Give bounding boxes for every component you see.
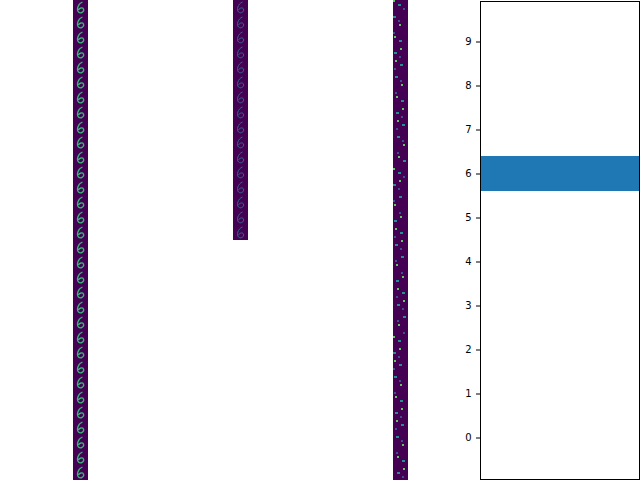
svg-text:4: 4 [465,256,471,267]
svg-text:6: 6 [465,168,471,179]
svg-text:3: 3 [465,300,471,311]
svg-text:5: 5 [465,212,471,223]
svg-text:0: 0 [465,432,471,443]
svg-text:1: 1 [465,388,471,399]
svg-text:2: 2 [465,344,471,355]
svg-text:9: 9 [465,36,471,47]
svg-text:7: 7 [465,124,471,135]
svg-text:8: 8 [465,80,471,91]
